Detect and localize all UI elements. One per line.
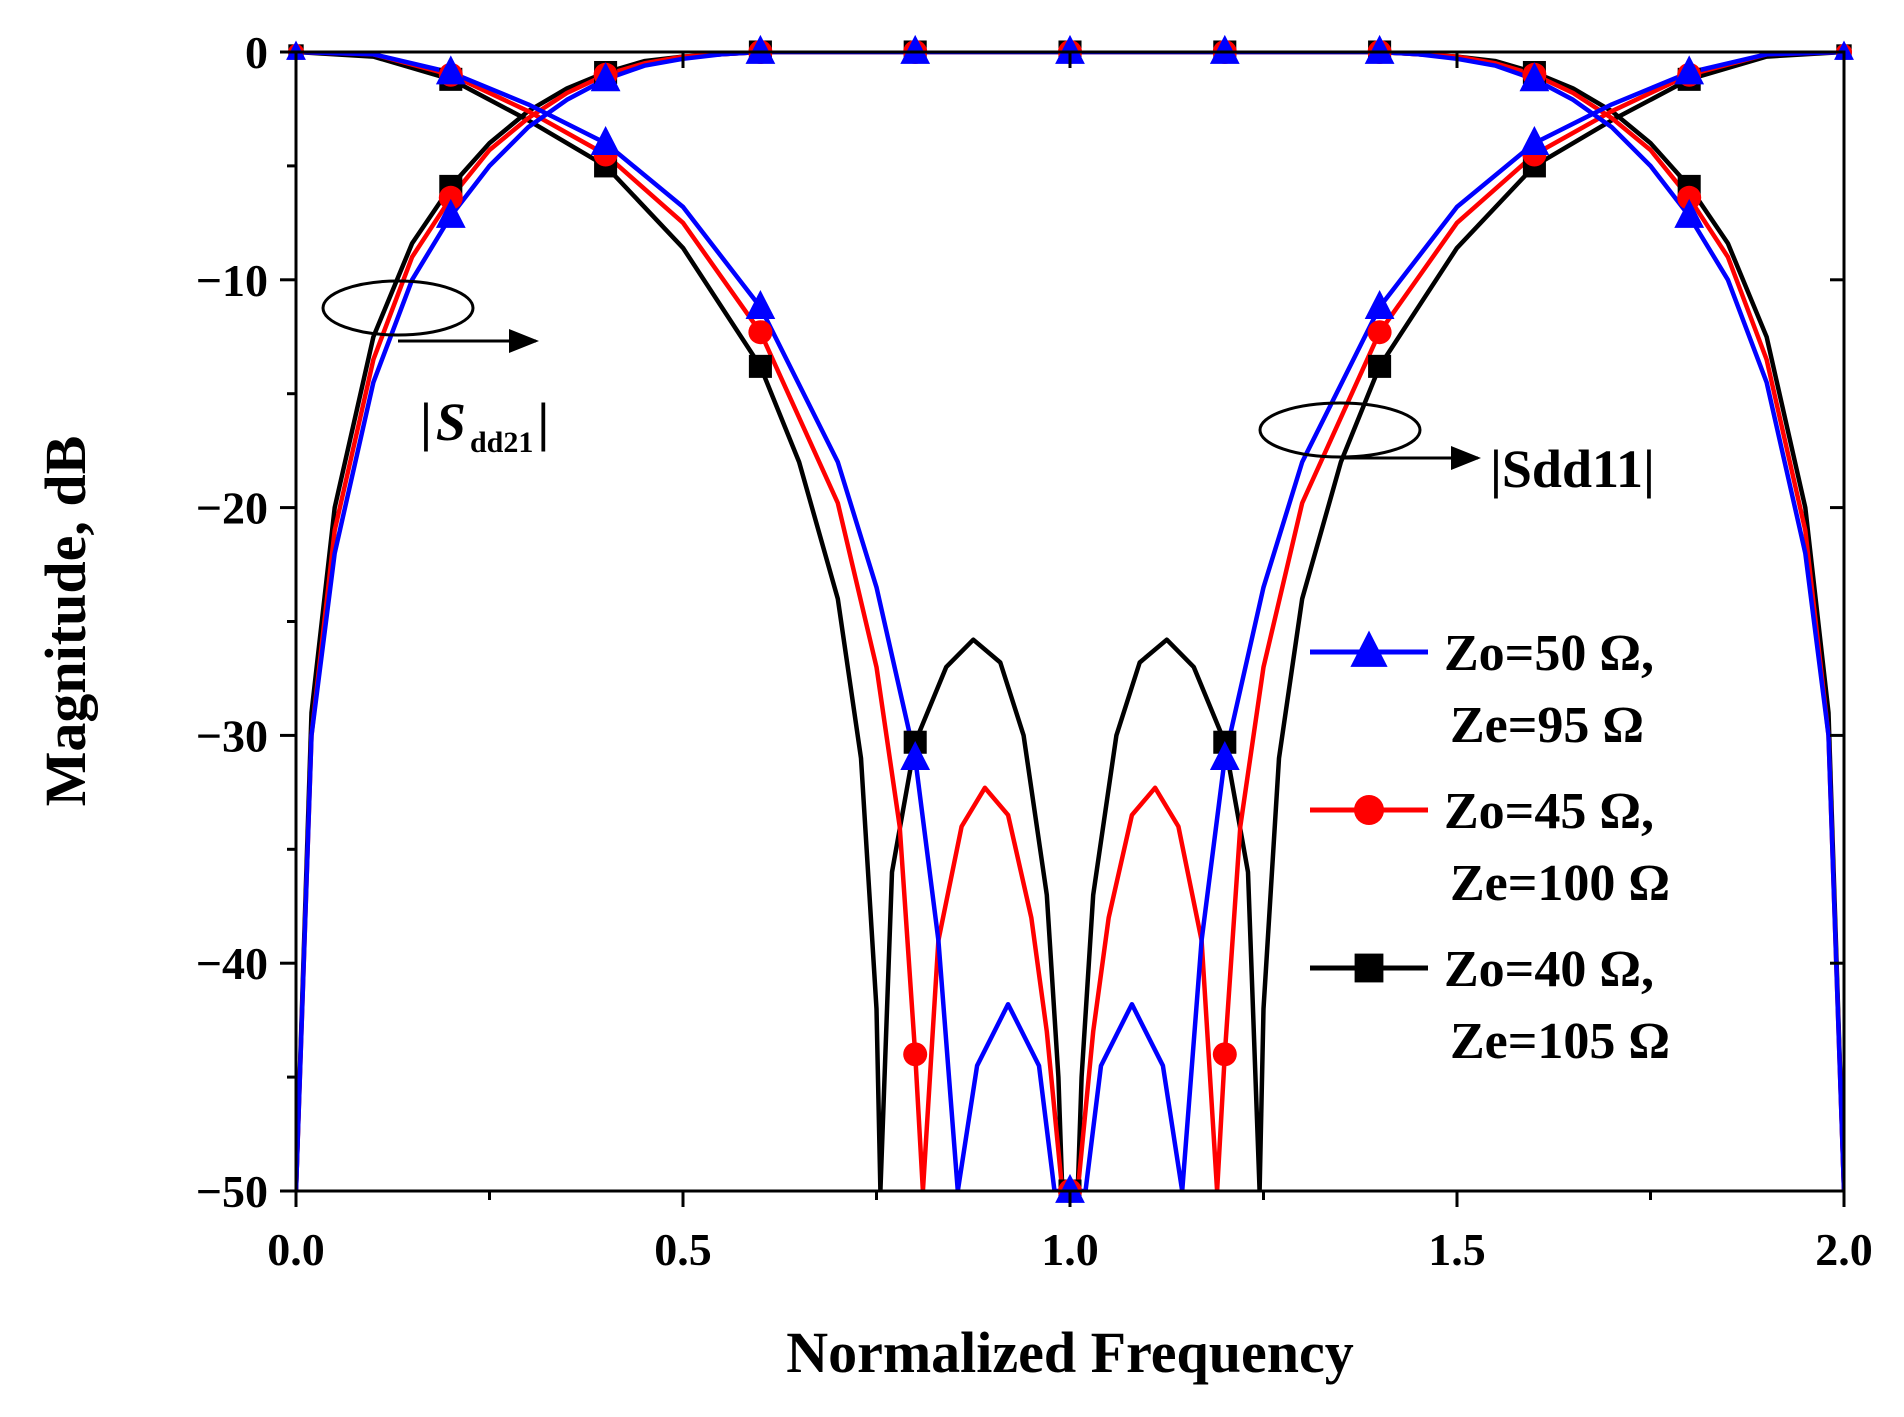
series-2-sdd21-point [438,185,463,210]
series-1-sdd11-point [590,125,621,155]
legend-label-line2: Ze=105 Ω [1450,1013,1670,1070]
series-1-sdd21-point [750,40,771,60]
x-tick-label: 0.0 [267,1224,325,1275]
x-tick-label: 1.5 [1428,1224,1486,1275]
legend-marker [1350,630,1388,667]
series-1-sdd11-point [745,289,776,320]
legend-item-3: Zo=40 Ω, Ze=105 Ω [1310,941,1670,1070]
legend: Zo=50 Ω,Ze=95 ΩZo=45 Ω,Ze=100 ΩZo=40 Ω,Z… [1310,625,1670,1070]
legend-item-2: Zo=45 Ω, Ze=100 Ω [1310,783,1670,912]
sdd11-annotation-label: |Sdd11| [1490,439,1655,499]
series-3-sdd21-line [296,52,1844,1191]
legend-item-1: Zo=50 Ω, Ze=95 Ω [1310,625,1654,754]
series-1-sdd11-point [1674,55,1705,85]
series-2-sdd11-point [748,320,773,345]
legend-label-line1: Zo=40 Ω, [1444,941,1654,998]
x-tick-label: 0.5 [654,1224,712,1275]
series-2-sdd11-line [296,52,1844,1191]
series-1-sdd11-point [1364,289,1395,320]
series-1-sdd21-point [435,198,466,228]
series-1-sdd11-point [1834,40,1854,60]
sdd11-annotation-ellipse [1258,401,1422,459]
series-3-sdd11-point [1368,354,1392,378]
legend-label-line2: Ze=100 Ω [1450,855,1670,912]
sdd21-main: S [436,392,466,452]
y-tick-label: −50 [196,1166,268,1217]
x-tick-label: 1.0 [1041,1224,1099,1275]
series-1-sdd11-point [1519,125,1550,155]
series-2-sdd21-line [296,52,1844,1191]
sdd21-annotation-label: | S dd21 | [420,392,549,459]
series-1-sdd21-point [1214,40,1235,60]
series-1-sdd11-point [900,741,931,771]
sdd11-annotation: |Sdd11| [1258,401,1655,499]
series-1-sdd11-point [435,55,466,85]
y-tick-label: −30 [196,710,268,761]
x-tick-label: 2.0 [1815,1224,1873,1275]
series-1-sdd11-point [1209,741,1240,771]
series-2-sdd11-point [903,1042,928,1067]
series-2-sdd21-point [1677,185,1702,210]
y-tick-label: 0 [245,27,268,78]
legend-label-line1: Zo=45 Ω, [1444,783,1654,840]
y-axis-title: Magnitude, dB [33,436,98,807]
series-1-sdd21-point [590,62,621,92]
series-1-sdd21-point [1060,40,1080,60]
y-tick-label: −10 [196,255,268,306]
legend-label-line2: Ze=95 Ω [1450,697,1644,754]
x-axis-title: Normalized Frequency [786,1320,1354,1385]
series-2-sdd11-point [1367,320,1392,345]
series-1-sdd11-line [296,52,1844,1191]
legend-marker [1354,795,1384,825]
sdd21-sub: dd21 [470,426,533,459]
axes-layer: 0.0 0.5 1.0 1.5 2.0 0 −10 −20 −30 −40 −50 [196,27,1873,1275]
series-1-sdd21-point [1674,198,1705,228]
series-3-sdd11-line [296,52,1844,1191]
series-1-sdd11-point [286,40,306,60]
sdd21-bar-left: | [420,392,432,452]
series-1-sdd21-point [1519,62,1550,92]
y-tick-label: −40 [196,938,268,989]
series-3-sdd11-point [748,354,772,378]
legend-label-line1: Zo=50 Ω, [1444,625,1654,682]
legend-marker [1354,953,1384,983]
sdd21-annotation: | S dd21 | [321,279,549,459]
series-2-sdd11-point [1212,1042,1237,1067]
series-1-sdd21-point [1369,40,1390,60]
sdd21-annotation-ellipse [321,279,475,337]
y-tick-label: −20 [196,483,268,534]
series-1-sdd21-line [296,52,1844,1191]
sdd21-bar-right: | [537,392,549,452]
curves-layer [296,52,1844,1191]
series-1-sdd21-point [905,40,926,60]
series-1-sdd11-point [1055,1173,1085,1203]
